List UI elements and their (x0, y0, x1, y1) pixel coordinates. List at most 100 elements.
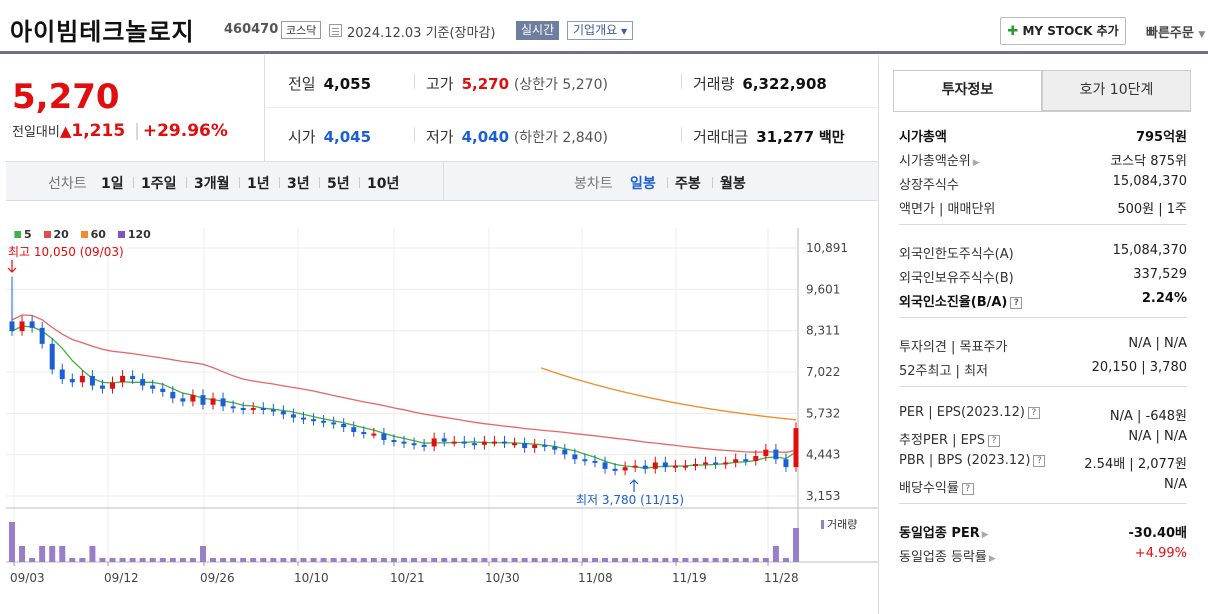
amount-label: 거래대금 (693, 128, 749, 146)
period-1w[interactable]: 1주일 (141, 176, 177, 192)
candle-body (652, 462, 658, 469)
period-3m[interactable]: 3개월 (194, 176, 230, 192)
legend-ma60: 60 (80, 228, 106, 241)
volume-bar (220, 558, 227, 562)
candle-body (451, 441, 457, 444)
candle-body (130, 375, 136, 380)
candlestick-chart[interactable]: 5 20 60 120 10,891 9,601 8,311 7,022 5,732 4,… (6, 202, 878, 614)
volume-bar (752, 558, 759, 562)
info-key: 외국인소진율(B/A)? (899, 291, 1023, 310)
stock-name: 아이빔테크놀로지 (10, 18, 195, 46)
candle-daily[interactable]: 일봉 (630, 176, 656, 192)
info-key-text: 추정PER | EPS (899, 433, 985, 448)
period-1y[interactable]: 1년 (247, 176, 270, 192)
period-10y[interactable]: 10년 (367, 176, 400, 192)
candle-body (99, 385, 105, 389)
volume-bar (350, 558, 357, 562)
volume-bar (360, 558, 367, 562)
candle-body (39, 327, 45, 344)
chart-canvas: 10,891 9,601 8,311 7,022 5,732 4,443 3,153 09/0… (6, 228, 878, 585)
add-mystock-button[interactable]: ✚ MY STOCK 추가 (1000, 17, 1126, 45)
volume-bar (380, 558, 387, 562)
candle-body (351, 427, 357, 432)
candle-body (713, 462, 719, 465)
volume-bar (250, 558, 257, 562)
info-value: 2.24% (1141, 291, 1187, 306)
tab-underline (893, 111, 1191, 112)
x-tick-label: 11/28 (764, 571, 799, 585)
help-icon[interactable]: ? (987, 435, 1000, 447)
info-row[interactable]: 시가총액순위 ▶ 코스닥 875위 (899, 147, 1187, 171)
info-key-text: 외국인한도주식수(A) (899, 247, 1014, 262)
period-5y[interactable]: 5년 (327, 176, 350, 192)
x-tick-label: 10/10 (294, 571, 329, 585)
y-tick-label: 10,891 (806, 241, 848, 255)
info-key: 상장주식수 (899, 174, 959, 193)
chart-legend: 5 20 60 120 (14, 228, 159, 241)
group-divider (899, 503, 1187, 519)
tab-quote-10[interactable]: 호가 10단계 (1042, 70, 1191, 111)
volume-bar (199, 546, 206, 562)
company-info-dropdown[interactable]: 기업개요 ▼ (567, 21, 634, 40)
period-3y[interactable]: 3년 (287, 176, 310, 192)
info-key: PER | EPS(2023.12)? (899, 405, 1040, 420)
candle-body (200, 395, 206, 405)
volume-bar (49, 546, 56, 562)
period-1d[interactable]: 1일 (101, 176, 124, 192)
candle-body (753, 456, 759, 461)
candle-body (89, 375, 95, 386)
info-value: 20,150 | 3,780 (1091, 360, 1187, 375)
candle-body (522, 443, 528, 449)
invest-info-table: 시가총액 795억원 시가총액순위 ▶ 코스닥 875위 상장주식수 15,084,370 액… (899, 123, 1187, 567)
info-key: 배당수익률? (899, 477, 974, 496)
help-icon[interactable]: ? (1010, 297, 1023, 309)
volume-bar (109, 558, 116, 562)
volume-bar (280, 558, 287, 562)
info-row[interactable]: 동일업종 등락률 ▶ +4.99% (899, 543, 1187, 567)
info-key: 외국인한도주식수(A) (899, 243, 1014, 262)
candle-body (120, 375, 126, 383)
candle-body (240, 407, 246, 410)
candle-body (441, 438, 447, 442)
open-label: 시가 (288, 128, 316, 146)
volume-bar (471, 558, 478, 562)
volume-bar (9, 522, 15, 562)
chevron-down-icon: ▼ (621, 27, 628, 36)
volume-label: 거래량 (827, 518, 857, 531)
x-tick-label: 11/08 (578, 571, 613, 585)
volume-bar (210, 558, 217, 562)
divider (681, 74, 682, 89)
candle-body (341, 423, 347, 428)
tab-invest-info[interactable]: 투자정보 (893, 70, 1042, 111)
volume-bar (712, 558, 719, 562)
mystock-label: MY STOCK 추가 (1022, 24, 1119, 38)
candle-body (79, 375, 85, 383)
info-row: 액면가 | 매매단위 500원 | 1주 (899, 195, 1187, 219)
divider (279, 177, 280, 188)
volume-bar (370, 558, 377, 562)
price-box: 5,270 전일대비▲1,215 | +29.96% (6, 55, 265, 161)
candle-body (391, 440, 397, 443)
quick-order-button[interactable]: 빠른주문 ▼ (1146, 22, 1205, 41)
candle-body (300, 417, 306, 420)
group-divider (899, 317, 1187, 333)
amount-value: 31,277 (756, 128, 815, 146)
info-row[interactable]: 동일업종 PER ▶ -30.40배 (899, 519, 1187, 543)
divider (667, 177, 668, 188)
help-icon[interactable]: ? (1033, 455, 1046, 467)
info-key: 동일업종 등락률 ▶ (899, 546, 996, 565)
info-row: PBR | BPS (2023.12)? 2.54배 | 2,077원 (899, 450, 1187, 474)
info-row: 투자의견 | 목표주가 N/A | N/A (899, 333, 1187, 357)
help-icon[interactable]: ? (961, 483, 974, 495)
volume-bar (662, 558, 669, 562)
high-value: 5,270 (461, 75, 510, 93)
volume-legend-swatch (821, 520, 824, 529)
ma60-line (540, 367, 797, 421)
change-amount: 1,215 (71, 121, 126, 141)
candle-monthly[interactable]: 월봉 (720, 176, 746, 192)
volume-bar (89, 546, 96, 562)
realtime-button[interactable]: 실시간 (516, 21, 560, 40)
help-icon[interactable]: ? (1027, 407, 1040, 419)
candle-weekly[interactable]: 주봉 (675, 176, 701, 192)
candle-body (723, 462, 729, 465)
